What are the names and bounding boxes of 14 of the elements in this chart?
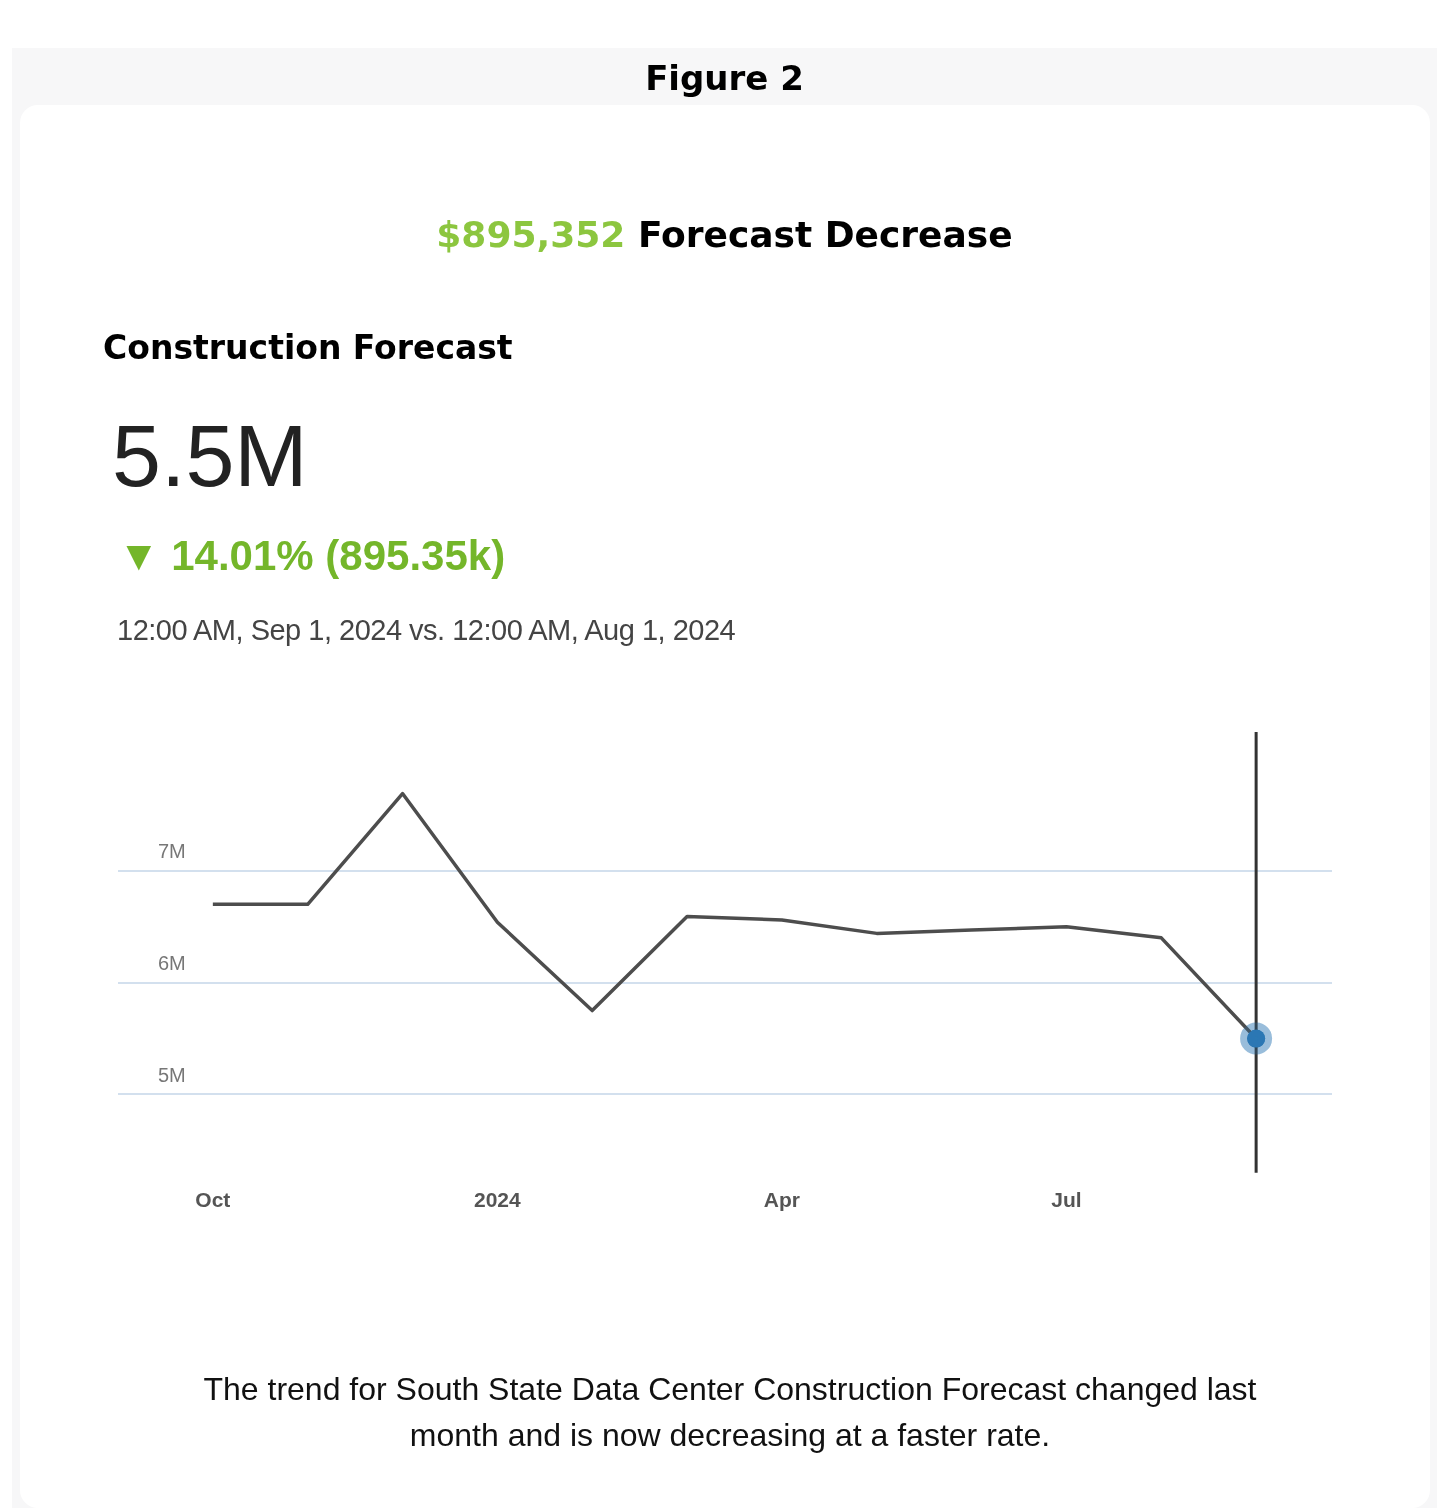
- y-tick-label: 5M: [158, 1064, 186, 1086]
- x-tick-label: 2024: [474, 1188, 522, 1212]
- text: ▼ 14.01% (895.35k): [118, 532, 506, 580]
- text: 12:00 AM, Sep 1, 2024 vs. 12:00 AM, Aug 1, 2024: [117, 614, 736, 647]
- text: The trend for South State Data Center Construction Forecast changed last month and is now decreasing at a faster rate.: [202, 1370, 1258, 1455]
- y-tick-label: 6M: [158, 952, 186, 975]
- x-tick-label: Apr: [763, 1188, 800, 1212]
- x-tick-label: Jul: [1051, 1188, 1082, 1212]
- x-tick-label: Oct: [195, 1188, 231, 1212]
- chart-title: Figure 2: [644, 58, 805, 98]
- y-tick-label: 7M: [158, 840, 186, 863]
- chart-subtitle: $895,352 Forecast Decrease: [435, 214, 1014, 255]
- text: Construction Forecast: [103, 328, 513, 367]
- text: 5.5M: [112, 405, 308, 507]
